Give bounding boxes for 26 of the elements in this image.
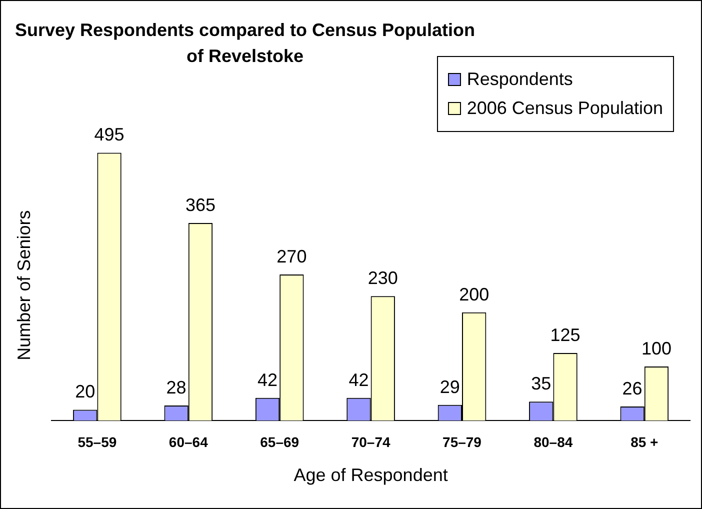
data-label: 100 — [641, 338, 672, 358]
x-tick-label: 85 + — [630, 434, 658, 450]
data-label: 200 — [459, 284, 490, 304]
x-tick-label: 75–79 — [442, 434, 482, 450]
data-label: 270 — [276, 246, 307, 266]
x-tick-label: 60–64 — [168, 434, 208, 450]
data-label: 20 — [75, 382, 96, 402]
x-axis-title: Age of Respondent — [294, 465, 448, 486]
data-label: 125 — [550, 324, 580, 345]
chart-title: Survey Respondents compared to Census Population of Revelstoke — [14, 19, 476, 68]
legend-label: Respondents — [466, 69, 573, 90]
x-tick-label: 70–74 — [351, 434, 390, 450]
data-label: 230 — [368, 268, 398, 288]
x-tick-label: 65–69 — [260, 434, 300, 450]
data-label: 35 — [531, 374, 552, 394]
data-label: 29 — [440, 376, 460, 397]
x-tick-label: 55–59 — [78, 434, 117, 450]
data-label: 495 — [94, 124, 124, 145]
y-axis-title: Number of Seniors — [14, 210, 34, 360]
data-label: 26 — [622, 378, 642, 398]
x-tick-label: 80–84 — [534, 434, 573, 450]
data-label: 28 — [166, 377, 186, 398]
data-label: 42 — [258, 370, 278, 390]
data-label: 42 — [348, 370, 369, 390]
legend-label: 2006 Census Population — [466, 98, 663, 119]
data-label: 365 — [185, 195, 216, 216]
